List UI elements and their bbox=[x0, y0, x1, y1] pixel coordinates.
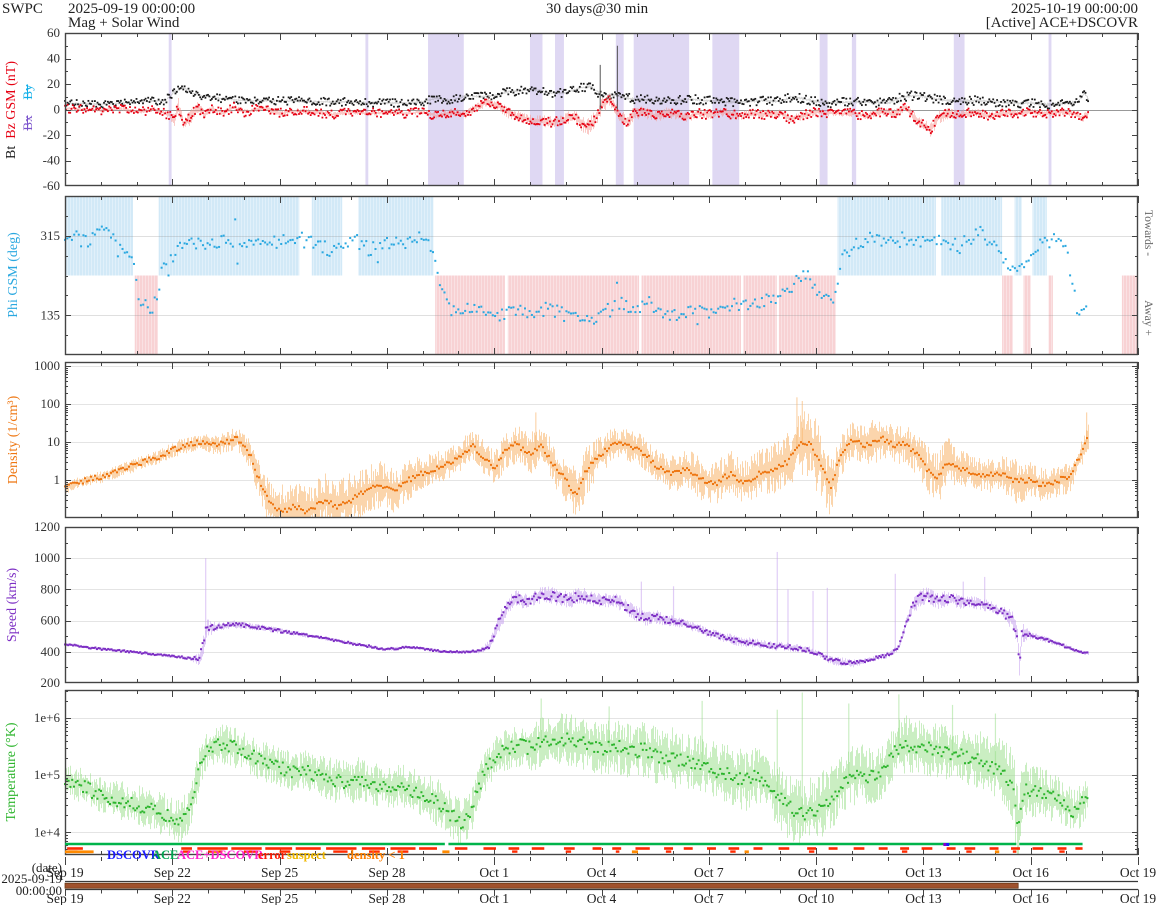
start-datetime: 2025-09-19 00:00:00 bbox=[68, 1, 196, 17]
bx-axis-label: Bx bbox=[20, 115, 35, 131]
mag-axis-title: Bt Bz GSM (nT) bbox=[4, 61, 20, 159]
time-value: 00:00:00 bbox=[15, 883, 62, 898]
date-value: 2025-09-19 bbox=[1, 871, 62, 886]
plot-title: Mag + Solar Wind bbox=[68, 15, 180, 31]
away-label: Away + bbox=[1142, 300, 1154, 336]
brand-label: SWPC bbox=[2, 1, 43, 17]
bt-axis-label: Bt bbox=[4, 145, 19, 160]
bx-axis-label-wrap: Bx bbox=[20, 115, 36, 130]
temperature-axis-title: Temperature (°K) bbox=[4, 722, 19, 822]
date-caption: (date) bbox=[31, 860, 62, 875]
legend-dscovr: DSCOVR bbox=[107, 848, 160, 862]
resolution-label: 30 days@30 min bbox=[546, 1, 649, 17]
by-axis-label-wrap: By bbox=[20, 84, 36, 99]
legend-ace-dscovr: ACE+DSCOVR bbox=[177, 848, 264, 862]
legend-error: error bbox=[258, 848, 287, 862]
phi-axis-title: Phi GSM (deg) bbox=[6, 232, 21, 318]
legend-ace: ACE bbox=[152, 848, 179, 862]
towards-label: Towards - bbox=[1142, 209, 1154, 257]
source-status: [Active] ACE+DSCOVR bbox=[985, 15, 1138, 31]
legend-suspect: suspect bbox=[287, 848, 326, 862]
bz-axis-label: Bz GSM (nT) bbox=[4, 60, 19, 139]
by-axis-label: By bbox=[20, 84, 35, 100]
end-datetime: 2025-10-19 00:00:00 bbox=[1010, 1, 1138, 17]
speed-axis-title: Speed (km/s) bbox=[5, 567, 20, 643]
density-axis-title: Density (1/cm³) bbox=[6, 395, 21, 485]
legend-density-lt-1: density < 1 bbox=[347, 848, 405, 862]
